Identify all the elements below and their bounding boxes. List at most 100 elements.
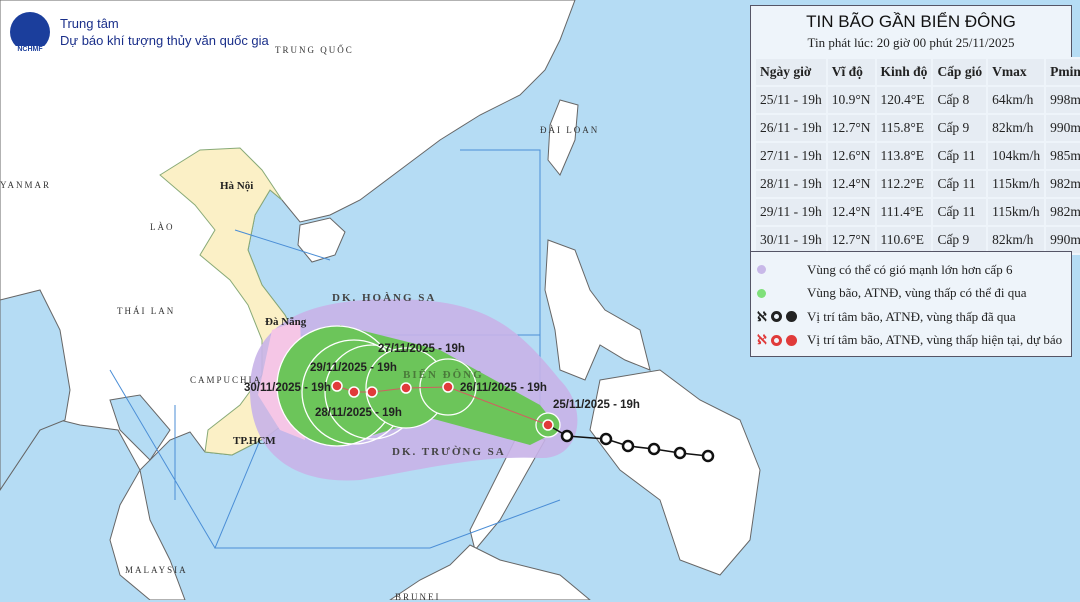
table-cell: 990mb — [1044, 113, 1080, 143]
city-danang: Đà Nẵng — [265, 316, 307, 328]
table-cell: Cấp 9 — [931, 113, 989, 143]
table-cell: 82km/h — [986, 225, 1047, 255]
past-position-marker — [599, 432, 613, 446]
label-china: TRUNG QUỐC — [275, 45, 354, 55]
track-label-25: 25/11/2025 - 19h — [553, 399, 640, 411]
green-dot-icon — [757, 288, 766, 298]
table-cell: 26/11 - 19h — [754, 113, 828, 143]
track-label-28: 28/11/2025 - 19h — [315, 407, 402, 419]
table-cell: 982mb — [1044, 169, 1080, 199]
table-cell: Cấp 11 — [931, 169, 989, 199]
forecast-storm-marker — [542, 419, 554, 431]
land-philippines — [544, 239, 651, 381]
org-brand: NCHMF Trung tâm Dự báo khí tượng thủy văn… — [8, 10, 275, 54]
track-label-30: 30/11/2025 - 19h — [244, 382, 331, 394]
land-hainan — [297, 217, 346, 263]
table-cell: 985mb — [1044, 141, 1080, 171]
bulletin-title: TIN BÃO GẦN BIỂN ĐÔNG — [806, 12, 1016, 31]
forecast-storm-marker — [348, 386, 360, 398]
storm-symbol-icon: ℵ — [757, 308, 767, 324]
table-cell: 64km/h — [986, 85, 1047, 115]
legend-item: Vùng bão, ATNĐ, vùng thấp có thể đi qua — [757, 282, 1065, 306]
city-hanoi: Hà Nội — [220, 180, 254, 192]
ring-icon — [770, 311, 782, 323]
table-cell: 998mb — [1044, 85, 1080, 115]
table-cell: 25/11 - 19h — [754, 85, 828, 115]
forecast-storm-marker — [331, 380, 343, 392]
past-position-marker — [701, 449, 715, 463]
legend-item: ℵ Vị trí tâm bão, ATNĐ, vùng thấp đã qua — [757, 308, 1016, 324]
table-cell: 28/11 - 19h — [754, 169, 828, 199]
label-laos: LÀO — [150, 222, 175, 232]
table-row: 29/11 - 19h 12.4°N 111.4°E Cấp 11 115km/h 982… — [754, 197, 1080, 227]
storm-symbol-icon: ℵ — [757, 332, 767, 348]
table-row: 27/11 - 19h 12.6°N 113.8°E Cấp 11 104km/h 985… — [754, 141, 1080, 171]
track-label-26: 26/11/2025 - 19h — [460, 382, 547, 394]
column-header: Pmin — [1044, 57, 1080, 87]
forecast-table: Ngày giờ Vĩ độ Kinh độ Cấp gió Vmax Pmin 25/11… — [754, 57, 1080, 255]
table-cell: 12.6°N — [825, 141, 877, 171]
column-header: Cấp gió — [931, 57, 989, 87]
table-cell: 990mb — [1044, 225, 1080, 255]
low-pressure-icon — [785, 334, 797, 346]
forecast-storm-marker — [366, 386, 378, 398]
map-legend: Vùng có thể có gió mạnh lớn hơn cấp 6 Vù… — [750, 251, 1072, 357]
table-cell: 12.4°N — [825, 169, 877, 199]
past-position-marker — [621, 439, 635, 453]
label-bien-dong: BIỂN ĐÔNG — [403, 369, 484, 381]
column-header: Vĩ độ — [825, 57, 877, 87]
table-cell: 12.4°N — [825, 197, 877, 227]
table-cell: 104km/h — [986, 141, 1047, 171]
table-cell: 111.4°E — [874, 197, 934, 227]
table-cell: 30/11 - 19h — [754, 225, 828, 255]
label-taiwan: ĐÀI LOAN — [540, 125, 600, 135]
table-cell: 115km/h — [986, 169, 1047, 199]
label-thailand: THÁI LAN — [117, 306, 176, 316]
table-cell: 115km/h — [986, 197, 1047, 227]
label-cambodia: CAMPUCHIA — [190, 375, 263, 385]
legend-item: ℵ Vị trí tâm bão, ATNĐ, vùng thấp hiện tạ… — [757, 332, 1063, 348]
purple-dot-icon — [757, 265, 766, 275]
table-row: 28/11 - 19h 12.4°N 112.2°E Cấp 11 115km/h 982… — [754, 169, 1080, 199]
bulletin-issued: Tin phát lúc: 20 giờ 00 phút 25/11/2025 — [807, 35, 1015, 50]
past-position-marker — [560, 429, 574, 443]
track-label-27: 27/11/2025 - 19h — [378, 343, 465, 355]
table-cell: 113.8°E — [874, 141, 934, 171]
bulletin-panel: TIN BÃO GẦN BIỂN ĐÔNG Tin phát lúc: 20 g… — [750, 5, 1080, 260]
city-hcm: TP.HCM — [233, 435, 276, 447]
table-cell: 115.8°E — [874, 113, 934, 143]
nchmf-logo: NCHMF — [10, 12, 50, 53]
label-truong-sa: DK. TRƯỜNG SA — [392, 446, 506, 458]
low-pressure-icon — [785, 311, 797, 323]
forecast-storm-marker — [400, 382, 412, 394]
table-cell: 12.7°N — [825, 225, 877, 255]
legend-item: Vùng có thể có gió mạnh lớn hơn cấp 6 — [757, 258, 1065, 282]
past-position-marker — [673, 446, 687, 460]
column-header: Vmax — [986, 57, 1047, 87]
column-header: Ngày giờ — [754, 57, 828, 87]
table-cell: 982mb — [1044, 197, 1080, 227]
table-cell: 112.2°E — [874, 169, 934, 199]
table-cell: 10.9°N — [825, 85, 877, 115]
label-myanmar: YANMAR — [0, 180, 52, 190]
track-label-29: 29/11/2025 - 19h — [310, 362, 397, 374]
table-cell: 12.7°N — [825, 113, 877, 143]
land-taiwan — [547, 99, 579, 176]
table-cell: Cấp 8 — [931, 85, 989, 115]
table-cell: 29/11 - 19h — [754, 197, 828, 227]
label-brunei: BRUNEI — [395, 592, 441, 602]
org-line1: Trung tâm — [60, 16, 119, 31]
label-malaysia: MALAYSIA — [125, 565, 188, 575]
table-cell: 120.4°E — [874, 85, 934, 115]
column-header: Kinh độ — [874, 57, 934, 87]
table-cell: Cấp 11 — [931, 197, 989, 227]
forecast-storm-marker — [442, 381, 454, 393]
land-borneo — [389, 544, 591, 600]
table-cell: 27/11 - 19h — [754, 141, 828, 171]
past-position-marker — [647, 442, 661, 456]
ring-icon — [770, 334, 782, 346]
label-hoang-sa: DK. HOÀNG SA — [332, 292, 437, 304]
